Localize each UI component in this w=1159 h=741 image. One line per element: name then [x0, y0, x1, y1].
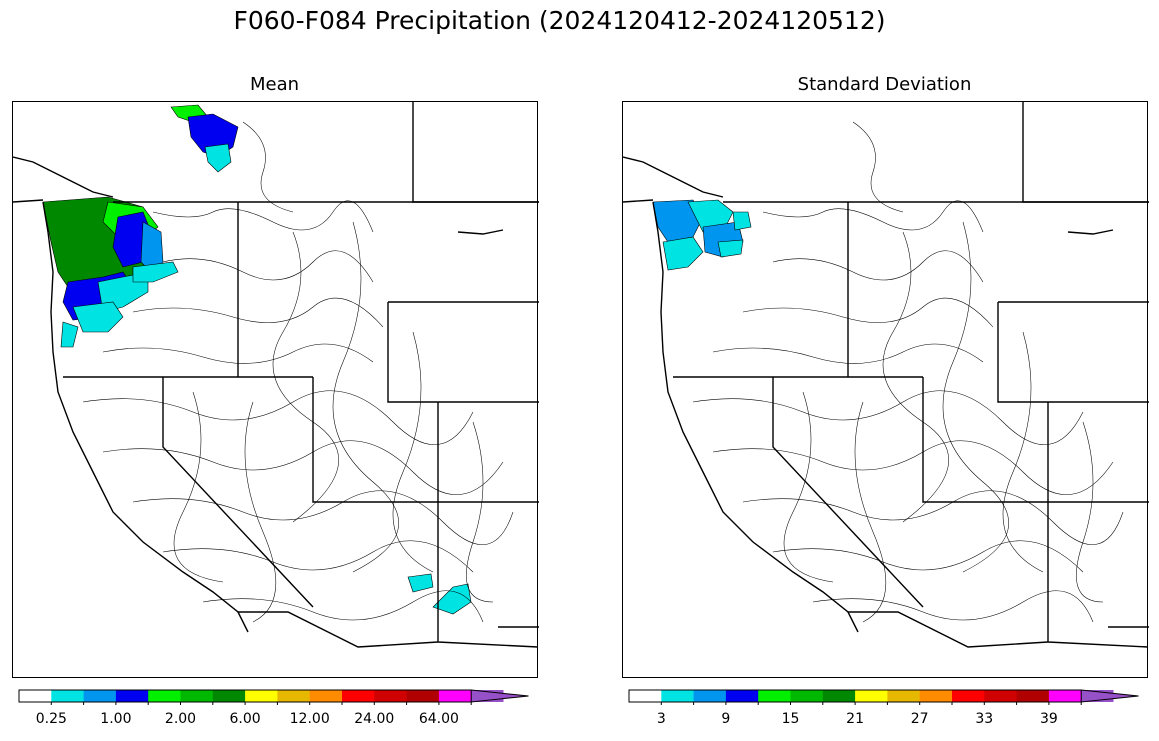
mean-colorbar-tick-label: 64.00: [418, 711, 459, 727]
stddev-colorbar-extend-arrow: [1080, 689, 1139, 703]
mean-precip-shading: [42, 104, 472, 615]
mean-colorbar-segment: [374, 690, 408, 702]
mean-colorbar-tick-label: 24.00: [354, 711, 395, 727]
stddev-colorbar-tick-label: 27: [910, 711, 929, 727]
stddev-colorbar-segment: [725, 690, 759, 702]
stddev-colorbar-segment: [887, 690, 921, 702]
mean-map: [12, 101, 539, 678]
stddev-map-svg: [623, 102, 1149, 648]
stddev-colorbar-tick-label: 33: [975, 711, 994, 727]
mean-basin-lines: [82, 121, 514, 623]
mean-colorbar-tick-label: 2.00: [164, 711, 197, 727]
stddev-colorbar-segment: [1016, 690, 1050, 702]
stddev-colorbar-segment: [629, 690, 662, 702]
mean-colorbar: [18, 689, 529, 705]
stddev-colorbar-tick-label: 21: [846, 711, 865, 727]
mean-colorbar-segment: [309, 690, 343, 702]
stddev-colorbar-tick-label: 9: [721, 711, 731, 727]
stddev-colorbar-segment: [822, 690, 856, 702]
mean-colorbar-segment: [212, 690, 246, 702]
stddev-boundaries: [623, 102, 1149, 648]
mean-colorbar-segment: [342, 690, 375, 702]
stddev-colorbar-segment: [1048, 690, 1082, 702]
stddev-precip-shading: [652, 199, 752, 271]
stddev-colorbar-segment: [919, 690, 953, 702]
stddev-colorbar-segment: [984, 690, 1018, 702]
mean-colorbar-extend-arrow: [470, 689, 529, 703]
mean-colorbar-tick-label: 0.25: [35, 711, 67, 727]
figure-title: F060-F084 Precipitation (2024120412-2024…: [233, 6, 886, 35]
stddev-colorbar: [628, 689, 1139, 705]
mean-boundaries: [13, 102, 539, 648]
mean-colorbar-segment: [83, 690, 117, 702]
mean-panel-title: Mean: [249, 74, 300, 95]
stddev-colorbar-segment: [661, 690, 695, 702]
mean-colorbar-segment: [51, 690, 85, 702]
stddev-colorbar-segment: [855, 690, 888, 702]
mean-colorbar-segment: [406, 690, 440, 702]
stddev-colorbar-segment: [790, 690, 824, 702]
stddev-colorbar-segment: [693, 690, 727, 702]
mean-colorbar-segment: [19, 690, 52, 702]
stddev-panel-title: Standard Deviation: [797, 74, 972, 95]
mean-colorbar-segment: [438, 690, 472, 702]
stddev-colorbar-tick-label: 15: [781, 711, 800, 727]
mean-colorbar-segment: [245, 690, 278, 702]
mean-colorbar-segment: [277, 690, 311, 702]
stddev-colorbar-tick-label: 39: [1039, 711, 1058, 727]
mean-colorbar-segment: [148, 690, 181, 702]
mean-colorbar-segment: [115, 690, 149, 702]
mean-map-svg: [13, 102, 539, 648]
stddev-colorbar-segment: [952, 690, 985, 702]
stddev-colorbar-tick-label: 3: [656, 711, 666, 727]
stddev-map: [622, 101, 1149, 678]
stddev-basin-lines: [692, 121, 1124, 623]
stddev-colorbar-segment: [758, 690, 791, 702]
mean-colorbar-tick-label: 12.00: [289, 711, 330, 727]
mean-colorbar-tick-label: 6.00: [229, 711, 261, 727]
mean-colorbar-segment: [180, 690, 214, 702]
mean-colorbar-tick-label: 1.00: [100, 711, 132, 727]
